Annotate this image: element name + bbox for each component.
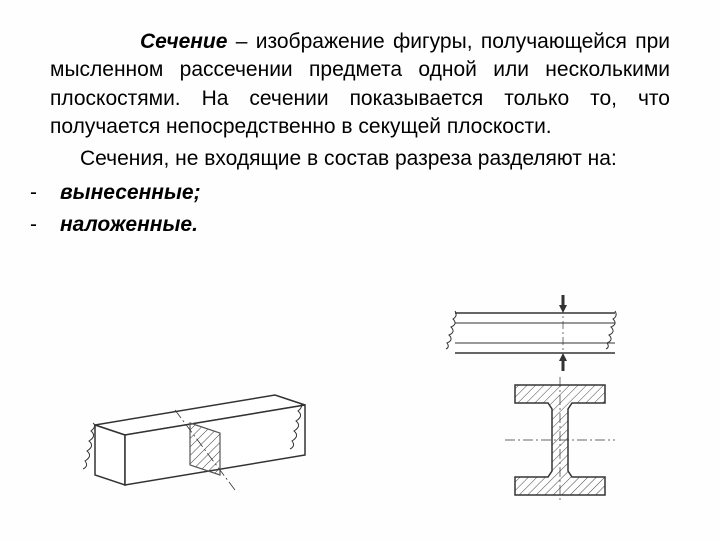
list-label-1: вынесенные; xyxy=(60,181,201,204)
list-label-2: наложенные. xyxy=(60,213,198,236)
term-title: Сечение xyxy=(140,30,227,53)
list-item-2: -наложенные. xyxy=(30,210,670,239)
beam-3d-diagram xyxy=(75,375,355,515)
bullet-2: - xyxy=(30,210,60,239)
list-item-1: -вынесенные; xyxy=(30,178,670,207)
diagrams-container xyxy=(0,325,720,525)
beam-section-diagram xyxy=(445,285,625,515)
subtitle-paragraph: Сечения, не входящие в состав разреза ра… xyxy=(50,145,670,173)
definition-paragraph: Сечение – изображение фигуры, получающей… xyxy=(50,28,670,141)
bullet-1: - xyxy=(30,178,60,207)
